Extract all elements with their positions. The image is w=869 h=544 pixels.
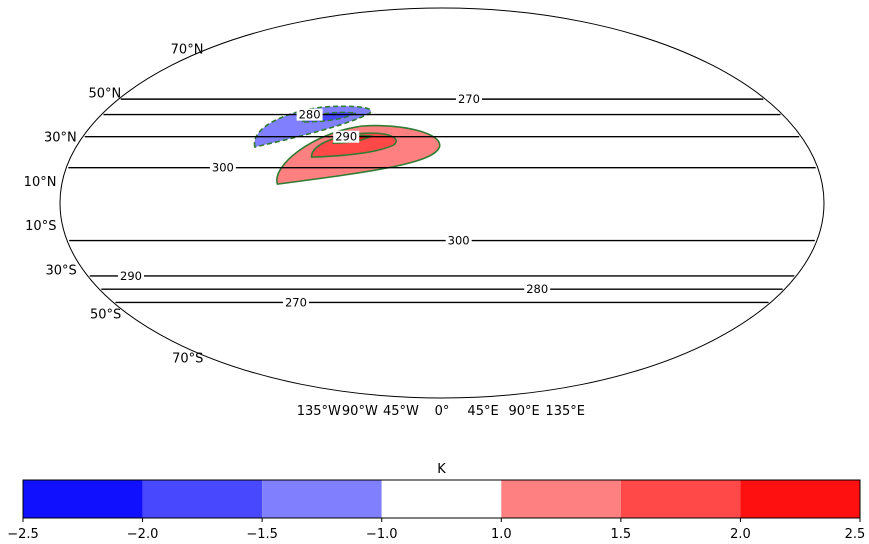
lat-tick-label: 30°S xyxy=(45,263,76,278)
lon-tick-label: 0° xyxy=(435,404,450,419)
colorbar-tick-label: 1.5 xyxy=(611,527,632,542)
isoline-label-bg xyxy=(296,108,323,121)
isoline-label: 300 xyxy=(448,234,470,248)
lon-tick-label: 90°W xyxy=(342,404,378,419)
isoline-label: 280 xyxy=(526,282,548,296)
colorbar-tick-label: −2.5 xyxy=(7,527,39,542)
positive-anomaly-outer xyxy=(276,124,441,185)
isoline-label-bg xyxy=(282,296,309,309)
colorbar-segment xyxy=(23,480,143,518)
lon-tick-label: 135°W xyxy=(297,404,341,419)
isoline-label-bg xyxy=(333,130,360,143)
colorbar-segment xyxy=(620,480,741,518)
lon-tick-label: 45°E xyxy=(467,404,498,419)
map-boundary xyxy=(59,7,825,399)
lat-tick-label: 10°S xyxy=(25,219,56,234)
colorbar-tick-label: 2.0 xyxy=(730,527,751,542)
lat-tick-label: 50°N xyxy=(88,87,121,102)
colorbar-frame xyxy=(22,479,861,519)
colorbar-segment xyxy=(262,480,382,518)
isoline-label-bg xyxy=(445,234,472,247)
colorbar-segment xyxy=(381,480,502,518)
lat-tick-label: 50°S xyxy=(90,308,121,323)
lat-tick-label: 70°N xyxy=(171,42,204,57)
colorbar-tick-label: −1.0 xyxy=(366,527,398,542)
isoline-label: 290 xyxy=(335,130,357,144)
isoline-label: 270 xyxy=(458,92,480,106)
colorbar-segment xyxy=(142,480,263,518)
lon-tick-label: 135°E xyxy=(545,404,585,419)
lon-tick-label: 45°W xyxy=(383,404,419,419)
colorbar-tick-label: −2.0 xyxy=(127,527,159,542)
lat-tick-label: 70°S xyxy=(172,352,203,367)
colorbar-tick-label: −1.5 xyxy=(246,527,278,542)
colorbar-tick-label: 2.5 xyxy=(845,527,866,542)
colorbar-tick-label: 1.0 xyxy=(491,527,512,542)
map-panel: 270 280 290 300 300 290 280 270 70°N 50°N 30°N 10°… xyxy=(24,7,825,419)
isoline-label: 270 xyxy=(285,295,307,309)
colorbar-label: K xyxy=(437,462,446,477)
lat-tick-labels: 70°N 50°N 30°N 10°N 10°S 30°S 50°S 70°S xyxy=(24,42,204,366)
isoline-label-bg xyxy=(209,161,236,174)
positive-anomaly-mid xyxy=(310,132,397,158)
lon-tick-labels: 135°W 90°W 45°W 0° 45°E 90°E 135°E xyxy=(297,404,585,419)
isoline-label-bg xyxy=(118,269,145,282)
isoline-layer: 270 280 290 300 300 290 280 270 xyxy=(68,92,816,309)
isoline-label-bg xyxy=(455,93,482,106)
lon-tick-label: 90°E xyxy=(508,404,539,419)
colorbar: K −2.5 −2.0 −1.5 −1.0 1.0 1.5 2.0 2.5 xyxy=(7,462,865,542)
isoline-label: 290 xyxy=(120,269,142,283)
colorbar-segment xyxy=(740,480,860,518)
isoline-label: 300 xyxy=(212,161,234,175)
lat-tick-label: 10°N xyxy=(24,175,57,190)
lat-tick-label: 30°N xyxy=(44,131,77,146)
isoline-label: 280 xyxy=(299,108,321,122)
isoline-label-bg xyxy=(524,283,551,296)
colorbar-segment xyxy=(501,480,621,518)
